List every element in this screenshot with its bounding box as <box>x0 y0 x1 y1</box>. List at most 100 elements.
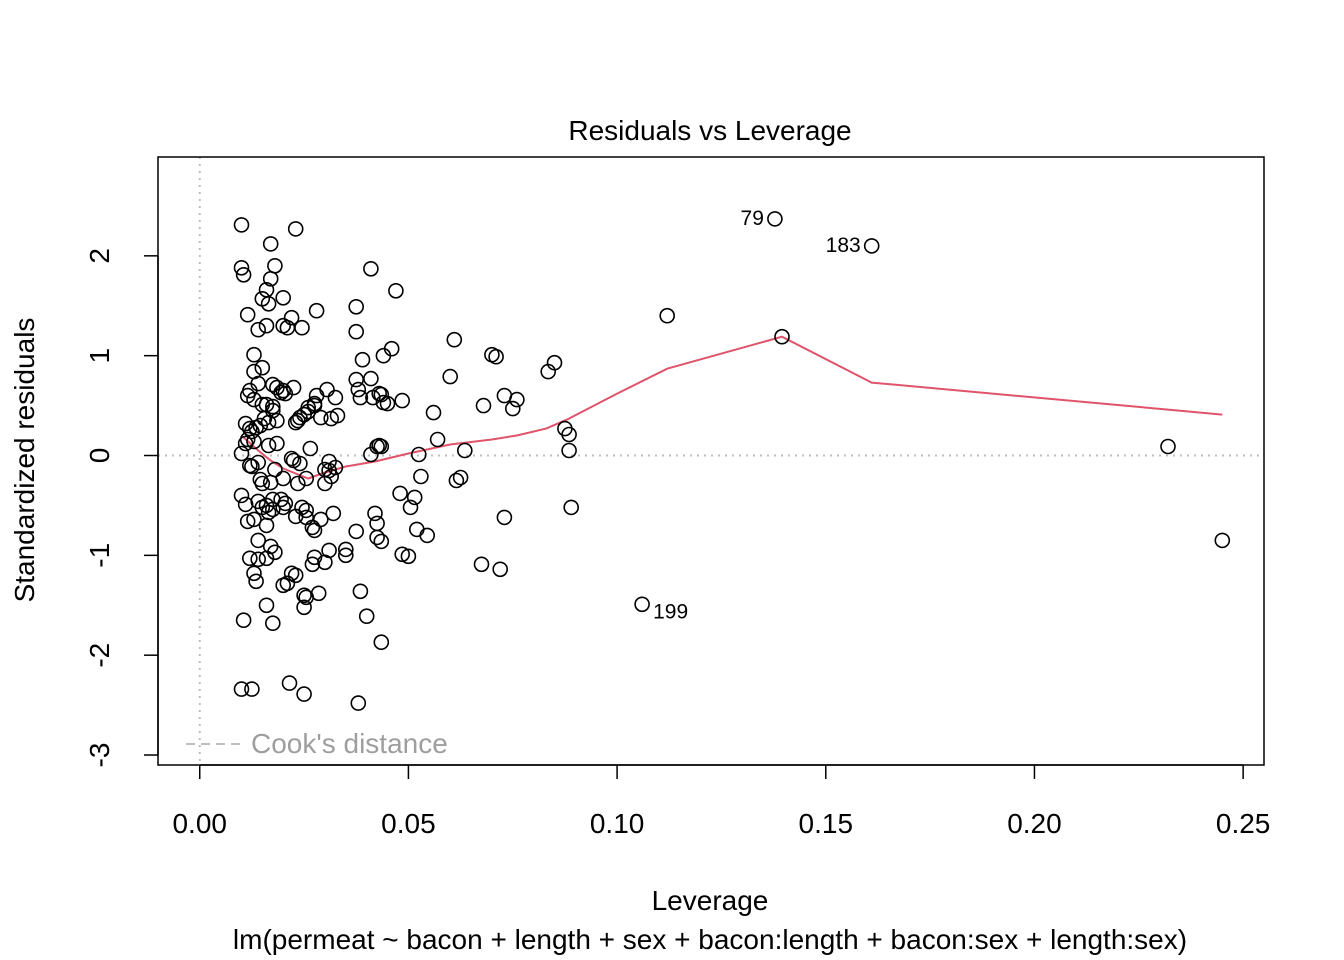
data-point <box>306 549 323 566</box>
data-point <box>233 681 250 697</box>
data-point <box>388 282 404 299</box>
data-point <box>264 501 281 518</box>
y-tick-label: 2 <box>84 248 115 264</box>
data-point <box>264 376 281 393</box>
data-point <box>281 675 298 691</box>
data-point <box>277 495 294 512</box>
data-point <box>442 368 459 385</box>
data-point <box>475 397 492 414</box>
data-point <box>337 541 354 558</box>
data-point <box>264 615 281 632</box>
data-point <box>246 346 262 363</box>
data-point <box>237 496 254 513</box>
data-point <box>302 440 319 457</box>
data-point <box>273 491 289 508</box>
data-point <box>425 404 442 421</box>
data-point <box>239 431 256 448</box>
data-point <box>294 319 310 336</box>
data-point <box>337 547 354 564</box>
data-point <box>413 468 429 485</box>
y-tick-label: -2 <box>84 643 115 668</box>
data-point <box>774 328 790 345</box>
data-point <box>452 469 469 486</box>
y-tick-label: 0 <box>84 448 115 464</box>
data-point <box>1160 438 1176 455</box>
data-point <box>546 354 563 371</box>
data-point <box>367 505 383 522</box>
data-point <box>446 331 463 348</box>
data-point <box>235 266 252 283</box>
data-point <box>246 511 262 528</box>
data-point <box>563 499 580 516</box>
data-point <box>358 608 375 625</box>
data-point <box>373 438 390 455</box>
data-point <box>561 426 577 443</box>
data-point <box>392 485 408 502</box>
data-point <box>246 433 262 450</box>
data-point <box>239 513 256 530</box>
data-point <box>287 414 304 431</box>
point-label: 199 <box>653 600 688 623</box>
smooth-line <box>242 335 1223 480</box>
data-point <box>289 475 306 492</box>
data-point <box>1214 532 1231 549</box>
data-point <box>402 499 419 516</box>
data-point <box>350 381 367 398</box>
data-point <box>277 385 294 402</box>
data-point <box>233 487 250 504</box>
data-point <box>250 551 267 568</box>
data-point <box>296 686 312 702</box>
data-point <box>235 612 252 629</box>
data-point <box>410 446 427 463</box>
data-point <box>239 306 256 323</box>
x-tick-label: 0.05 <box>381 808 436 839</box>
data-point <box>246 565 262 582</box>
data-point <box>294 499 310 516</box>
data-point <box>248 573 264 590</box>
data-point <box>279 575 296 592</box>
data-point <box>275 289 292 306</box>
data-point <box>244 681 260 697</box>
data-point <box>363 370 379 387</box>
data-point <box>363 260 379 277</box>
data-point <box>260 295 277 312</box>
y-axis: -3 -2 -1 0 1 2 <box>84 248 159 768</box>
x-tick-label: 0.25 <box>1216 808 1271 839</box>
data-point <box>258 550 275 567</box>
data-point <box>456 442 473 459</box>
y-tick-label: 1 <box>84 348 115 364</box>
x-tick-label: 0.10 <box>590 808 645 839</box>
data-point <box>262 270 279 287</box>
data-point <box>767 211 783 227</box>
data-point <box>250 321 267 338</box>
y-tick-label: -3 <box>84 743 115 768</box>
data-point <box>250 375 267 392</box>
data-point <box>254 359 271 376</box>
data-point <box>488 348 504 365</box>
data-point <box>258 597 275 614</box>
model-formula-subtitle: lm(permeat ~ bacon + length + sex + baco… <box>233 924 1187 955</box>
data-point <box>561 442 577 459</box>
data-point <box>659 307 676 324</box>
data-point <box>406 489 423 506</box>
data-point <box>317 475 333 492</box>
data-point <box>496 509 513 526</box>
data-point <box>473 556 490 573</box>
data-point <box>312 409 329 426</box>
data-point <box>312 511 329 528</box>
data-point <box>283 450 300 467</box>
plot-frame <box>157 156 1265 766</box>
data-point <box>267 544 283 561</box>
data-point <box>267 257 283 274</box>
data-point <box>325 505 342 522</box>
point-label: 183 <box>826 234 861 257</box>
data-point <box>287 567 304 584</box>
data-point <box>400 548 417 565</box>
data-point <box>298 470 315 487</box>
data-point <box>267 461 283 478</box>
data-point <box>233 445 250 462</box>
data-point <box>308 302 325 319</box>
legend: Cook's distance <box>186 728 448 759</box>
data-point <box>262 236 279 252</box>
data-point <box>283 309 300 326</box>
